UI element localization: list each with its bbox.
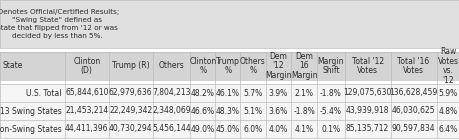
Text: 5,456,144: 5,456,144 [152,124,190,134]
Text: 129,075,630: 129,075,630 [343,88,391,97]
Text: 65,844,610: 65,844,610 [65,88,108,97]
Text: -1.8%: -1.8% [319,88,341,97]
Text: 85,135,712: 85,135,712 [345,124,388,134]
Text: 45.0%: 45.0% [215,124,240,134]
Text: -1.8%: -1.8% [293,107,314,116]
Text: *Denotes Official/Certified Results;
"Swing State" defined as
state that flipped: *Denotes Official/Certified Results; "Sw… [0,9,119,39]
Text: 3.6%: 3.6% [269,107,287,116]
Text: Non-Swing States: Non-Swing States [0,124,62,134]
Text: Dem
16
Margin: Dem 16 Margin [291,52,317,80]
Text: Others
%: Others % [240,57,265,75]
Text: 136,628,459: 136,628,459 [389,88,437,97]
Text: Trump (R): Trump (R) [112,61,149,71]
Text: Total '12
Votes: Total '12 Votes [351,57,383,75]
Text: Clinton
(D): Clinton (D) [73,57,100,75]
Bar [0,52,459,80]
Text: Margin
Shift: Margin Shift [317,57,343,75]
Text: State: State [3,61,23,71]
Text: Dem
'12
Margin: Dem '12 Margin [265,52,291,80]
Text: 13 Swing States: 13 Swing States [0,107,62,116]
Text: 5.9%: 5.9% [438,88,457,97]
Text: Clinton
%: Clinton % [189,57,216,75]
Text: 5.1%: 5.1% [243,107,262,116]
Text: 22,249,342: 22,249,342 [109,107,152,116]
Text: 6.4%: 6.4% [438,124,457,134]
Text: 49.0%: 49.0% [190,124,214,134]
Text: 0.1%: 0.1% [321,124,340,134]
Text: 21,453,214: 21,453,214 [65,107,108,116]
Text: 4.0%: 4.0% [269,124,287,134]
Text: 62,979,636: 62,979,636 [109,88,152,97]
Text: 4.1%: 4.1% [294,124,313,134]
Text: 90,597,834: 90,597,834 [391,124,435,134]
Text: Trump
%: Trump % [216,57,239,75]
Text: 48.2%: 48.2% [190,88,214,97]
Bar [0,102,459,120]
Text: Others: Others [158,61,184,71]
Bar [0,0,459,48]
Text: U.S. Total: U.S. Total [26,88,62,97]
Text: 44,411,396: 44,411,396 [65,124,108,134]
Text: 3.9%: 3.9% [269,88,287,97]
Bar [0,84,459,102]
Text: 7,804,213: 7,804,213 [152,88,190,97]
Bar [0,120,459,138]
Text: 43,939,918: 43,939,918 [345,107,388,116]
Text: Raw
Votes
vs.
'12: Raw Votes vs. '12 [437,47,458,85]
Text: 2.1%: 2.1% [294,88,313,97]
Text: Total '16
Votes: Total '16 Votes [397,57,429,75]
Text: 5.7%: 5.7% [243,88,262,97]
Text: 46.6%: 46.6% [190,107,214,116]
Text: 40,730,294: 40,730,294 [109,124,152,134]
Text: 6.0%: 6.0% [243,124,262,134]
Text: -5.4%: -5.4% [319,107,341,116]
Text: 46,030,625: 46,030,625 [391,107,435,116]
Text: 48.3%: 48.3% [215,107,240,116]
Text: 46.1%: 46.1% [215,88,240,97]
Text: 4.8%: 4.8% [438,107,457,116]
Text: 2,348,069: 2,348,069 [152,107,190,116]
